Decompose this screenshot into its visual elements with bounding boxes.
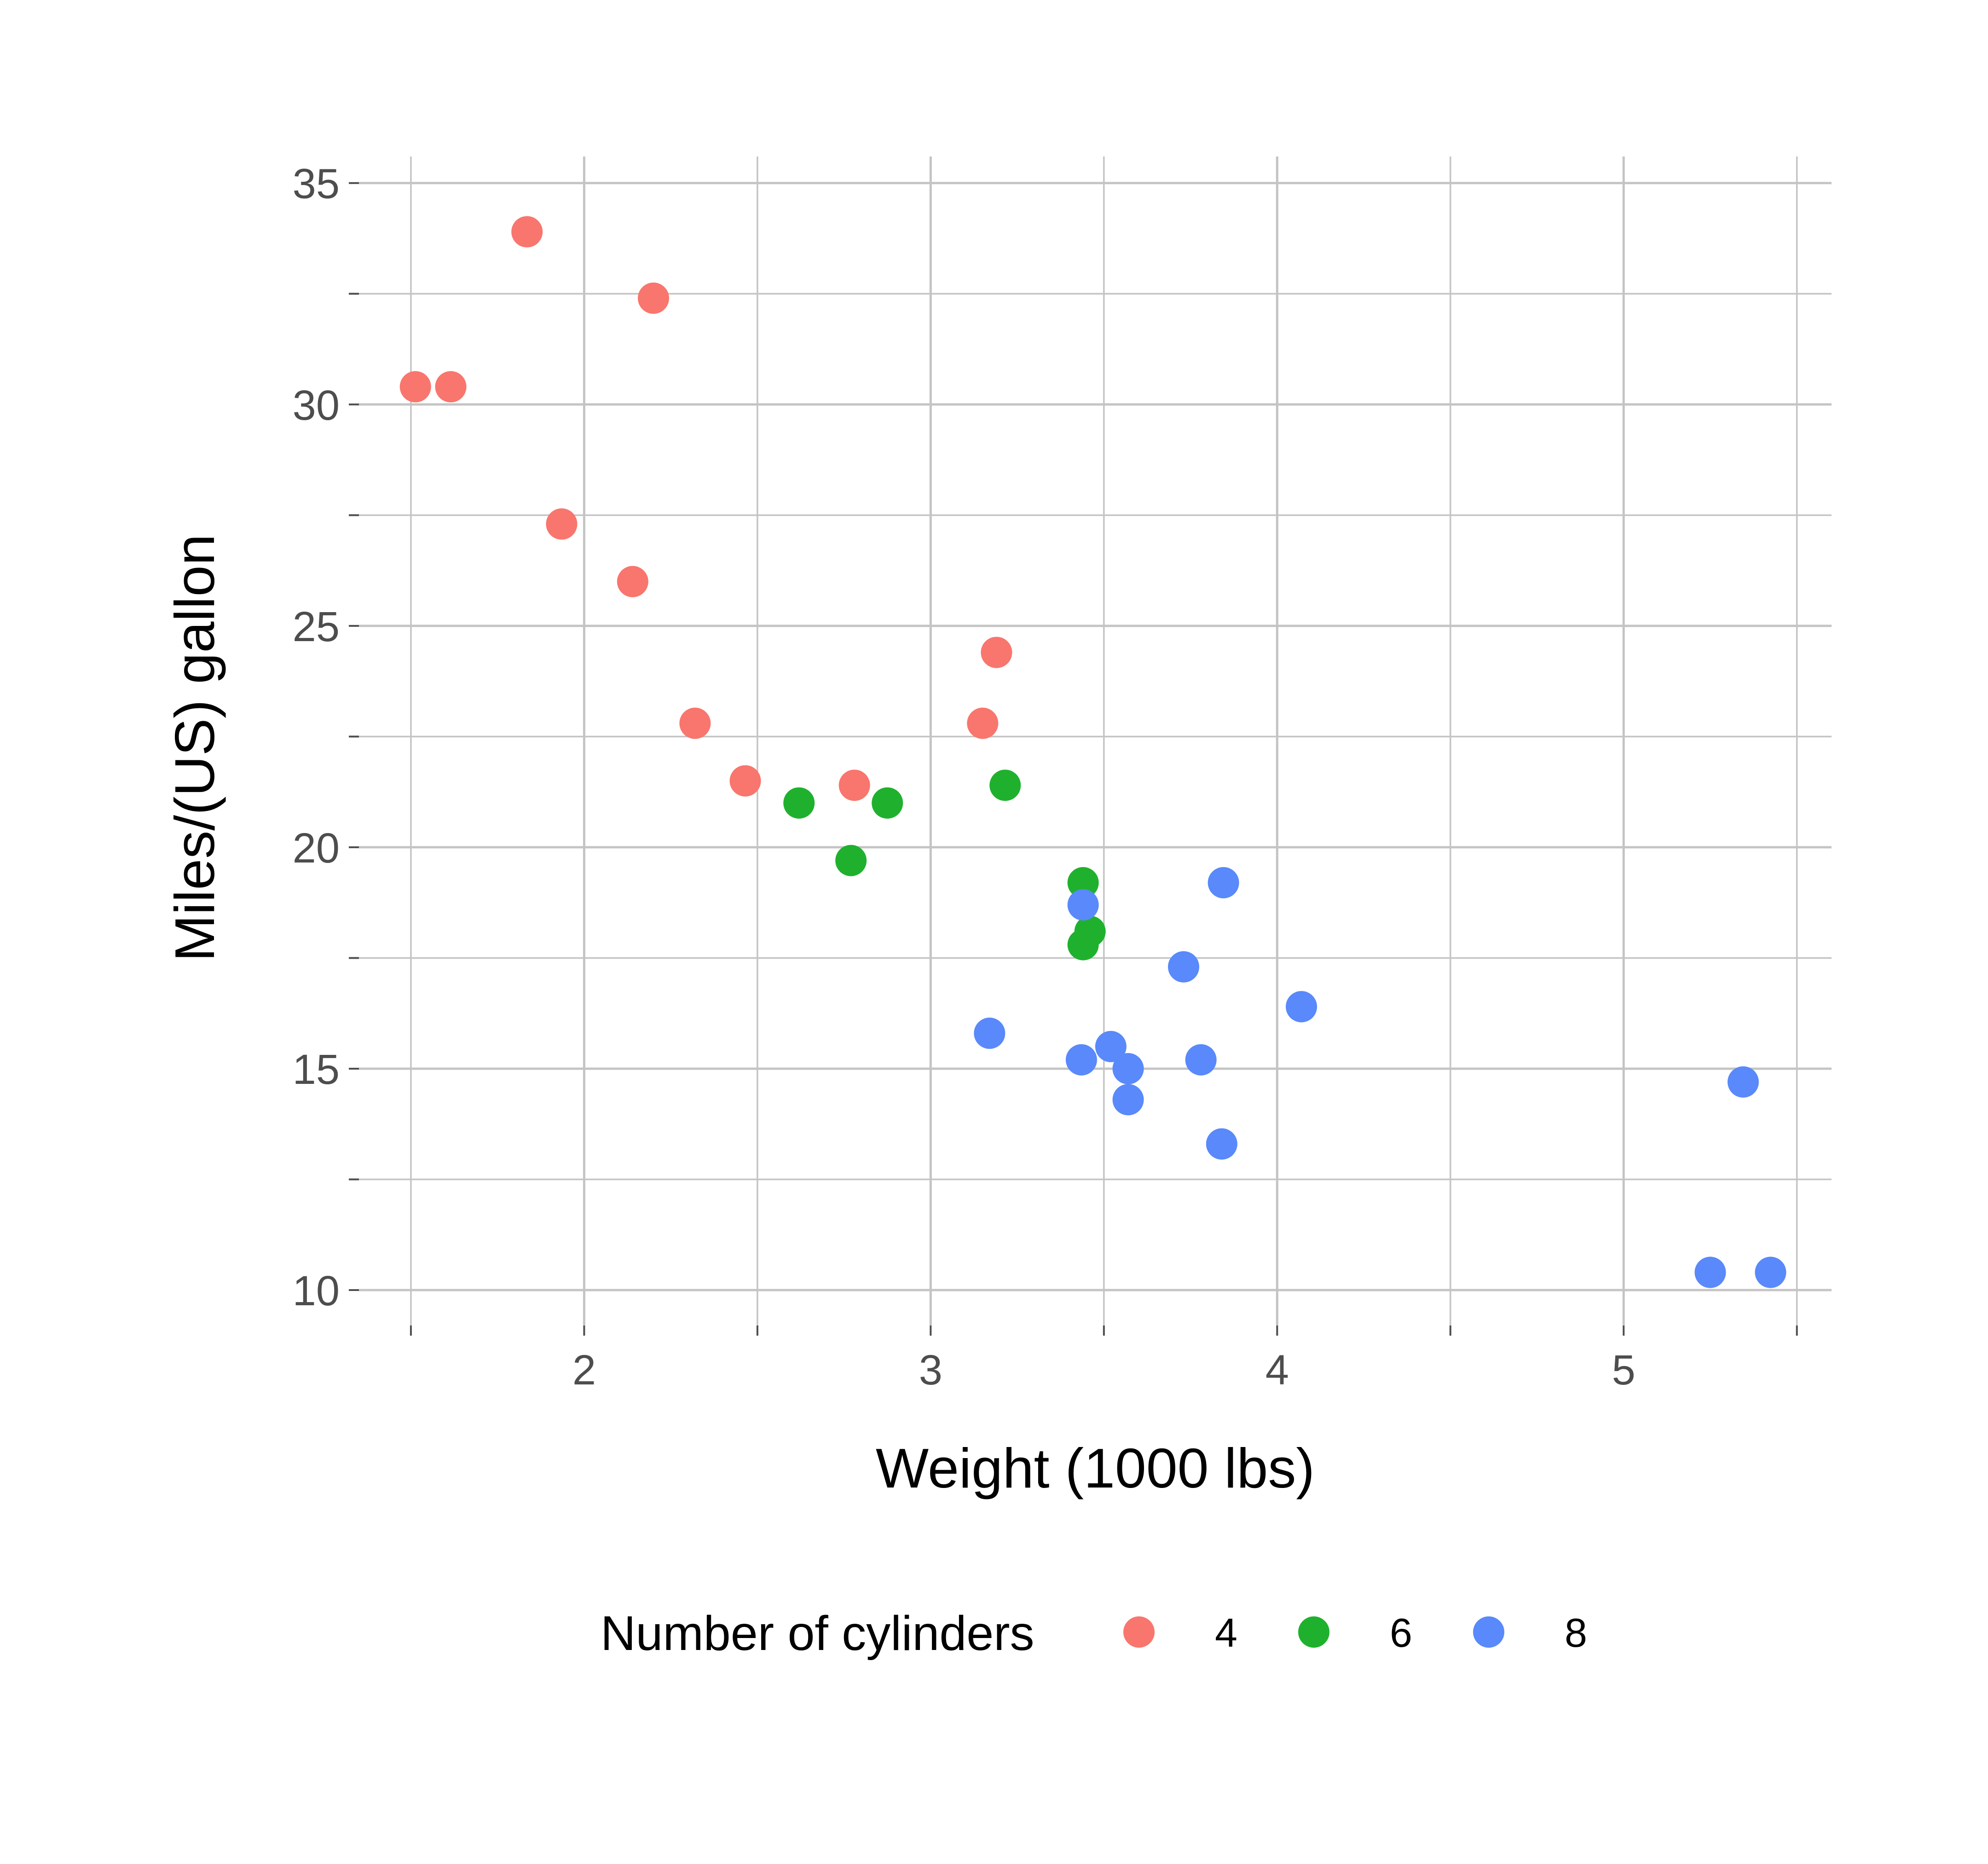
data-point-cyl-4 xyxy=(729,765,761,797)
x-axis-title: Weight (1000 lbs) xyxy=(876,1437,1315,1499)
data-point-cyl-6 xyxy=(835,845,867,876)
data-point-cyl-4 xyxy=(546,508,578,540)
legend: Number of cylinders 4 6 8 xyxy=(601,1606,1587,1661)
data-point-cyl-8 xyxy=(1206,1128,1237,1160)
data-point-cyl-4 xyxy=(838,770,870,801)
data-point-cyl-8 xyxy=(1065,1044,1097,1076)
y-tick-label: 20 xyxy=(293,825,340,872)
grid xyxy=(359,156,1832,1326)
legend-label-6: 6 xyxy=(1390,1610,1412,1656)
y-axis-title: Miles/(US) gallon xyxy=(163,534,226,962)
data-point-cyl-8 xyxy=(1728,1066,1759,1098)
x-tick-label: 3 xyxy=(919,1347,942,1394)
legend-label-8: 8 xyxy=(1565,1610,1587,1656)
data-point-cyl-8 xyxy=(1095,1030,1127,1062)
x-tick-label: 4 xyxy=(1266,1347,1289,1394)
legend-title: Number of cylinders xyxy=(601,1606,1034,1661)
data-point-cyl-4 xyxy=(967,707,999,739)
data-point-cyl-6 xyxy=(1067,867,1099,898)
data-point-cyl-8 xyxy=(1168,951,1199,983)
axes: 2 3 4 5 10 15 20 25 30 35 xyxy=(293,161,1798,1394)
data-point-cyl-8 xyxy=(1694,1256,1726,1288)
data-point-cyl-8 xyxy=(1755,1256,1786,1288)
legend-label-4: 4 xyxy=(1215,1610,1237,1656)
data-point-cyl-8 xyxy=(1112,1084,1144,1116)
legend-key-8 xyxy=(1473,1616,1504,1648)
x-tick-label: 5 xyxy=(1612,1347,1635,1394)
data-point-cyl-8 xyxy=(1185,1044,1217,1076)
data-point-cyl-4 xyxy=(511,216,543,248)
data-point-cyl-6 xyxy=(1074,915,1106,947)
y-tick-label: 25 xyxy=(293,603,340,650)
data-point-cyl-4 xyxy=(617,566,648,597)
data-point-cyl-8 xyxy=(1067,889,1099,920)
data-points xyxy=(399,216,1786,1288)
data-point-cyl-8 xyxy=(974,1018,1006,1049)
data-point-cyl-8 xyxy=(1208,867,1239,898)
data-point-cyl-4 xyxy=(638,282,669,314)
data-point-cyl-6 xyxy=(989,770,1021,801)
y-tick-label: 10 xyxy=(293,1268,340,1314)
data-point-cyl-4 xyxy=(399,371,431,403)
legend-key-6 xyxy=(1298,1616,1329,1648)
legend-key-4 xyxy=(1123,1616,1155,1648)
y-tick-label: 30 xyxy=(293,382,340,429)
y-tick-label: 35 xyxy=(293,161,340,208)
data-point-cyl-6 xyxy=(783,787,815,819)
data-point-cyl-8 xyxy=(1286,991,1317,1023)
data-point-cyl-4 xyxy=(981,637,1012,668)
data-point-cyl-8 xyxy=(1112,1053,1144,1084)
y-tick-label: 15 xyxy=(293,1046,340,1093)
data-point-cyl-4 xyxy=(435,371,467,403)
data-point-cyl-6 xyxy=(872,787,903,819)
x-tick-label: 2 xyxy=(572,1347,596,1394)
data-point-cyl-4 xyxy=(679,707,711,739)
